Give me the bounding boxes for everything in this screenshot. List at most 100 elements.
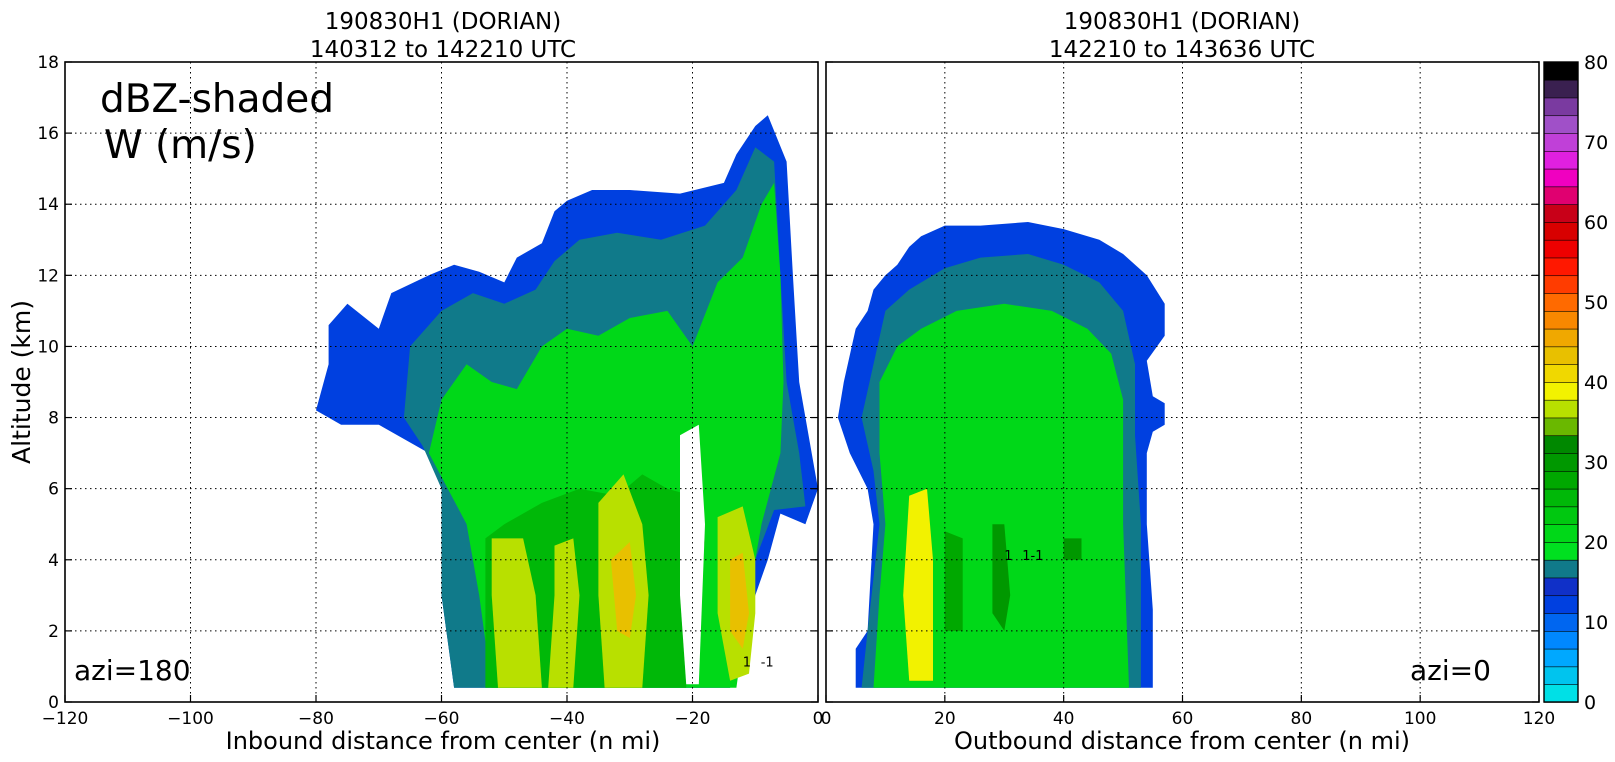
y-tick-label-6: 12 [37, 266, 59, 286]
annotation-azi-0: azi=0 [1410, 654, 1491, 687]
left-echo-layer-5 [548, 538, 580, 688]
annotation-w-ms: W (m/s) [104, 123, 257, 168]
right-plot-area: 1 1-1 [837, 222, 1165, 688]
left-echo-layer-9 [730, 552, 749, 649]
left-echo-layer-4 [491, 538, 542, 688]
y-tick-label-0: 0 [48, 693, 59, 713]
colorbar-swatch-16 [1543, 399, 1579, 419]
colorbar-swatch-21 [1543, 310, 1579, 330]
y-tick-label-1: 2 [48, 622, 59, 642]
y-axis-label: Altitude (km) [7, 300, 36, 464]
right-grid [826, 62, 1539, 702]
left-x-ticks: −120 −100 −80 −60 −40 −20 0 [42, 695, 824, 729]
right-x-tick-label-4: 80 [1291, 709, 1313, 729]
left-contour-label-0: 1 [743, 655, 751, 670]
left-plot-area: 1 -1 [316, 115, 818, 688]
left-grid [65, 62, 818, 702]
colorbar-swatch-35 [1543, 61, 1579, 81]
left-subtitle: 140312 to 142210 UTC [310, 37, 576, 63]
colorbar-swatch-20 [1543, 328, 1579, 348]
colorbar-tick-label-3: 30 [1584, 452, 1608, 474]
colorbar: 0 10 20 30 40 50 60 70 80 [1543, 52, 1608, 714]
left-x-tick-label-3: −60 [424, 709, 460, 729]
y-tick-label-8: 16 [37, 124, 59, 144]
colorbar-swatch-5 [1543, 595, 1579, 614]
left-contour-label-1: -1 [761, 655, 774, 670]
right-echo-hotspot-3 [944, 531, 963, 631]
colorbar-swatch-9 [1543, 523, 1579, 543]
colorbar-swatch-33 [1543, 97, 1579, 117]
colorbar-tick-label-0: 0 [1584, 692, 1596, 714]
colorbar-swatch-17 [1543, 381, 1579, 401]
colorbar-swatch-6 [1543, 577, 1579, 597]
right-contour-label-1: 1-1 [1022, 549, 1043, 564]
colorbar-swatch-22 [1543, 292, 1579, 312]
y-tick-label-3: 6 [48, 480, 59, 500]
colorbar-ticks: 0 10 20 30 40 50 60 70 80 [1584, 52, 1608, 714]
colorbar-tick-label-6: 60 [1584, 212, 1608, 234]
colorbar-swatch-18 [1543, 363, 1579, 383]
left-echo-layer-3 [485, 474, 705, 688]
right-echo-hotspot-0 [903, 488, 933, 681]
colorbar-swatch-26 [1543, 221, 1579, 241]
left-x-tick-label-5: −20 [675, 709, 711, 729]
right-x-tick-label-5: 100 [1404, 709, 1436, 729]
colorbar-swatch-13 [1543, 452, 1579, 472]
right-x-tick-label-0: 0 [821, 709, 832, 729]
left-y-ticks: 0 2 4 6 8 10 12 14 16 18 [37, 53, 818, 713]
colorbar-swatch-28 [1543, 186, 1579, 205]
colorbar-tick-label-5: 50 [1584, 292, 1608, 314]
colorbar-swatch-11 [1543, 488, 1579, 508]
colorbar-tick-label-2: 20 [1584, 532, 1608, 554]
left-x-tick-label-6: 0 [813, 709, 824, 729]
colorbar-swatch-15 [1543, 417, 1579, 437]
colorbar-swatch-4 [1543, 612, 1579, 632]
y-tick-label-2: 4 [48, 551, 59, 571]
colorbar-tick-label-4: 40 [1584, 372, 1608, 394]
colorbar-swatches [1543, 61, 1579, 703]
colorbar-swatch-2 [1543, 648, 1579, 668]
colorbar-swatch-14 [1543, 435, 1579, 454]
colorbar-swatch-27 [1543, 203, 1579, 223]
left-x-axis-label: Inbound distance from center (n mi) [226, 727, 661, 755]
colorbar-frame [1543, 61, 1579, 703]
right-x-tick-label-2: 40 [1053, 709, 1075, 729]
annotation-dbz-shaded: dBZ-shaded [100, 77, 334, 122]
right-echo-hotspot-2 [1063, 538, 1082, 560]
y-tick-label-7: 14 [37, 195, 59, 215]
right-x-ticks: 0 20 40 60 80 100 120 [821, 695, 1555, 729]
y-tick-label-9: 18 [37, 53, 59, 73]
left-echo-layer-8 [610, 542, 636, 638]
right-echo-hotspot-1 [992, 524, 1011, 631]
left-echo-gap [680, 424, 705, 685]
right-subtitle: 142210 to 143636 UTC [1049, 37, 1315, 63]
colorbar-tick-label-8: 80 [1584, 52, 1608, 74]
left-x-tick-label-4: −40 [549, 709, 585, 729]
colorbar-swatch-25 [1543, 239, 1579, 259]
colorbar-swatch-19 [1543, 346, 1579, 365]
left-panel: 1 -1 −120 −100 −80 −60 −40 −20 0 0 2 4 6 8 10 12 14 16 1… [37, 9, 823, 755]
right-title: 190830H1 (DORIAN) [1064, 9, 1301, 35]
colorbar-tick-label-7: 70 [1584, 132, 1608, 154]
y-tick-label-4: 8 [48, 409, 59, 429]
colorbar-swatch-30 [1543, 150, 1579, 170]
colorbar-swatch-8 [1543, 541, 1579, 561]
left-x-tick-label-2: −80 [298, 709, 334, 729]
annotation-azi-180: azi=180 [74, 654, 191, 687]
right-x-axis-label: Outbound distance from center (n mi) [954, 727, 1410, 755]
colorbar-swatch-24 [1543, 257, 1579, 277]
colorbar-swatch-32 [1543, 115, 1579, 134]
colorbar-swatch-1 [1543, 666, 1579, 685]
colorbar-swatch-23 [1543, 275, 1579, 294]
left-x-tick-label-0: −120 [42, 709, 89, 729]
left-x-tick-label-1: −100 [167, 709, 214, 729]
colorbar-swatch-34 [1543, 79, 1579, 99]
right-y-ticks [826, 61, 1539, 703]
right-panel: 1 1-1 0 20 40 60 80 100 120 190830H1 (DORIAN) 1… [821, 9, 1556, 755]
colorbar-swatch-0 [1543, 683, 1579, 703]
colorbar-tick-label-1: 10 [1584, 612, 1608, 634]
colorbar-swatch-10 [1543, 506, 1579, 525]
right-x-tick-label-6: 120 [1523, 709, 1555, 729]
colorbar-swatch-31 [1543, 132, 1579, 152]
